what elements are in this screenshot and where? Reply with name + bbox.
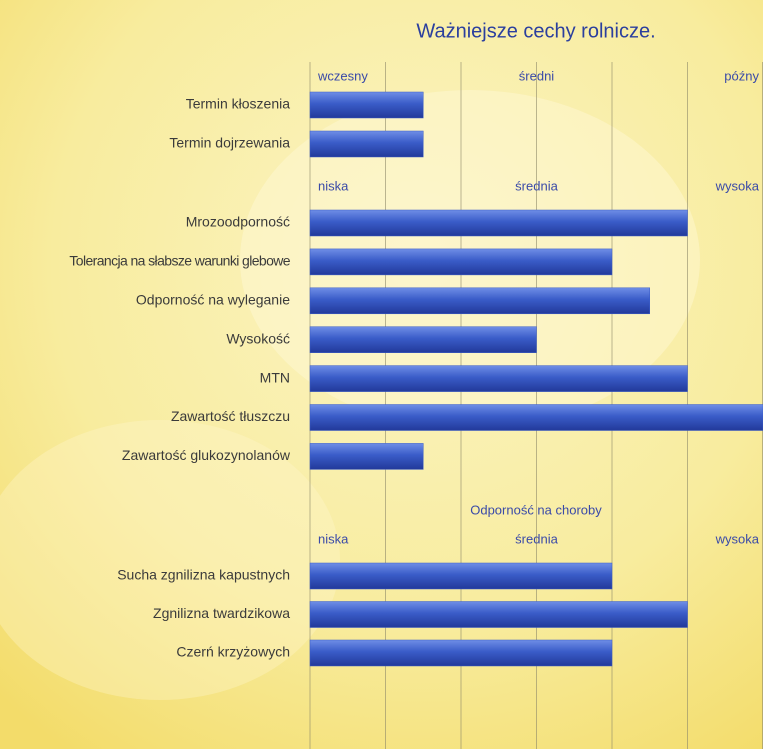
scale-label: średnia — [515, 178, 558, 193]
category-label: Termin dojrzewania — [169, 135, 290, 151]
category-label: MTN — [260, 369, 290, 385]
category-label: Zgnilizna twardzikowa — [153, 605, 290, 621]
category-label: Odporność na wyleganie — [136, 292, 290, 308]
bar — [310, 602, 688, 628]
bar — [310, 327, 537, 353]
scale-label: wczesny — [317, 68, 368, 83]
category-label: Sucha zgnilizna kapustnych — [117, 567, 290, 583]
scale-label: wysoka — [715, 531, 760, 546]
category-label: Termin kłoszenia — [186, 96, 290, 112]
bar — [310, 563, 612, 589]
bar — [310, 131, 423, 157]
bar — [310, 210, 688, 236]
bar — [310, 405, 763, 431]
category-label: Wysokość — [226, 330, 290, 346]
scale-label: średnia — [515, 531, 558, 546]
category-label: Mrozoodporność — [186, 214, 290, 230]
bar — [310, 366, 688, 392]
bar — [310, 249, 612, 275]
category-label: Tolerancja na słabsze warunki glebowe — [69, 253, 290, 269]
bar — [310, 443, 423, 469]
bar — [310, 92, 423, 118]
bar — [310, 640, 612, 666]
scale-label: późny — [724, 68, 759, 83]
scale-label: średni — [519, 68, 555, 83]
page: Ważniejsze cechy rolnicze. wczesny średni p… — [0, 0, 763, 749]
scale-label: niska — [318, 178, 349, 193]
chart: Ważniejsze cechy rolnicze. wczesny średni p… — [0, 0, 763, 749]
category-label: Zawartość glukozynolanów — [122, 447, 291, 463]
section-subtitle: Odporność na choroby — [470, 502, 602, 517]
category-label: Zawartość tłuszczu — [171, 408, 290, 424]
scale-label: niska — [318, 531, 349, 546]
bar — [310, 288, 650, 314]
scale-label: wysoka — [715, 178, 760, 193]
category-label: Czerń krzyżowych — [176, 644, 290, 660]
chart-title: Ważniejsze cechy rolnicze. — [416, 20, 655, 42]
